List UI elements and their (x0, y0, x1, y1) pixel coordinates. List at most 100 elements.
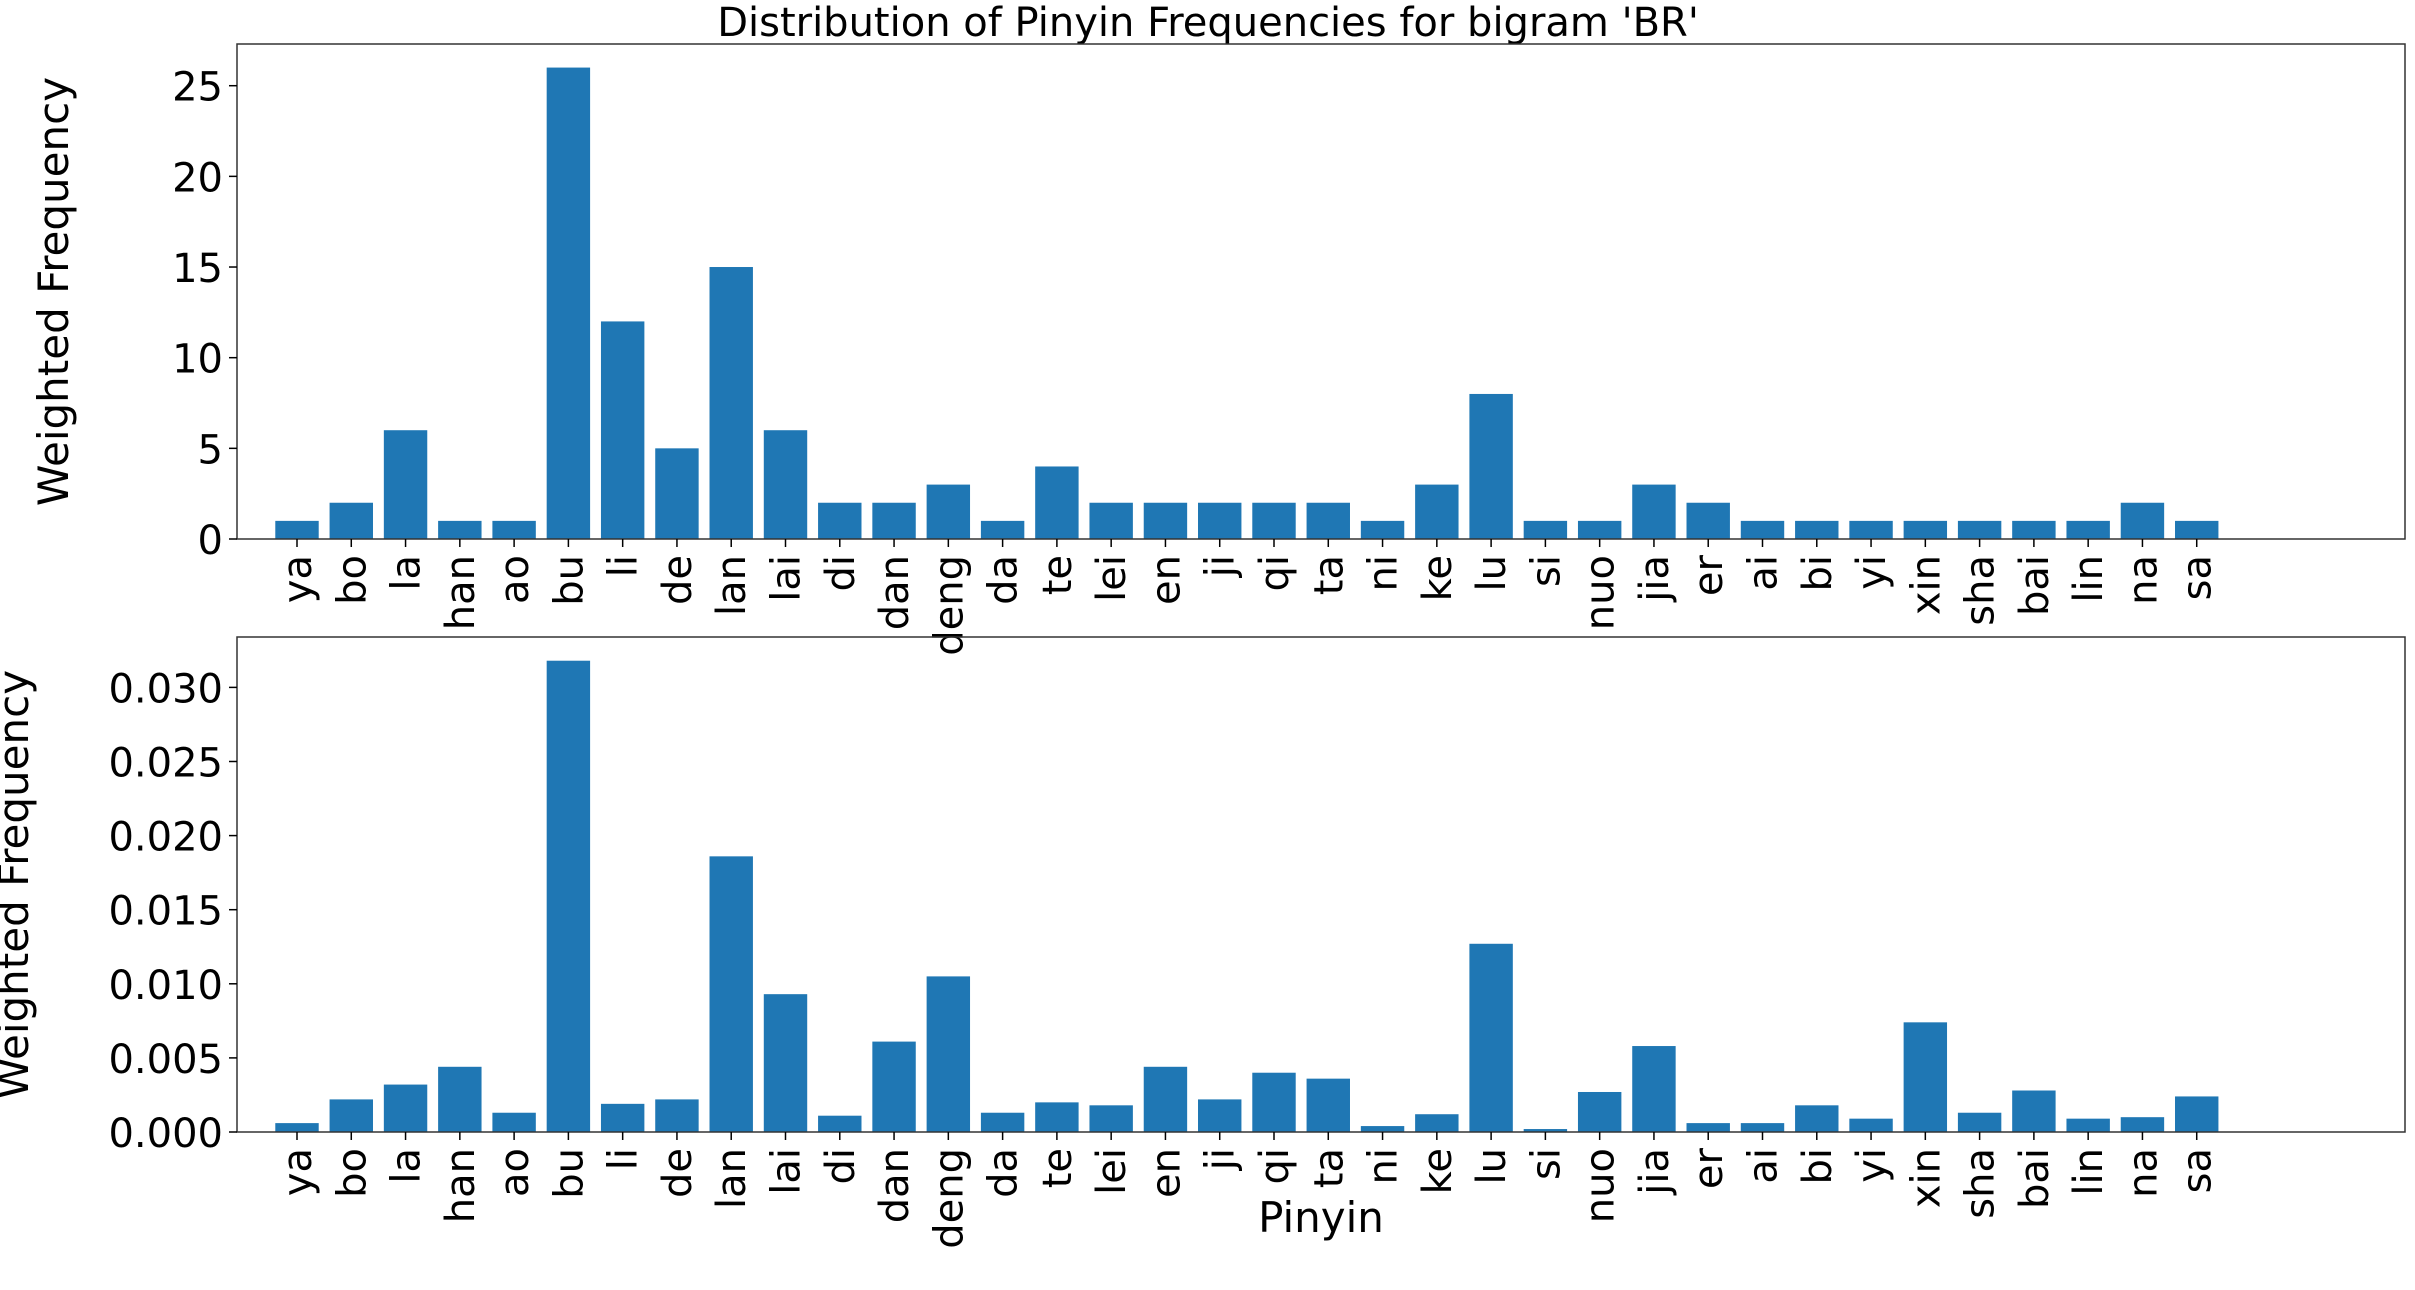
x-tick-label: si (1523, 1148, 1569, 1180)
bar-sha (1957, 1112, 2002, 1132)
bar-lin (2066, 1118, 2110, 1132)
bar-li (600, 321, 645, 539)
bar-bu (546, 660, 591, 1132)
x-tick-label: sha (1958, 1148, 2004, 1219)
x-tick-label: lu (1469, 1148, 1515, 1184)
x-tick-label: yi (1849, 1148, 1895, 1183)
bar-qi (1252, 1072, 1296, 1132)
bar-lan (709, 267, 753, 539)
x-tick-label: han (438, 1148, 484, 1223)
x-tick-label: bo (329, 1148, 375, 1198)
x-tick-label: bi (1795, 555, 1841, 592)
x-axis-label: Pinyin (1258, 1193, 1384, 1242)
x-tick-label: nuo (1578, 1148, 1624, 1223)
bar-si (1523, 1129, 1568, 1132)
x-tick-label: da (981, 1148, 1027, 1198)
x-tick-label: sha (1958, 555, 2004, 626)
bar-ji (1198, 1099, 1242, 1132)
x-tick-label: han (438, 555, 484, 630)
x-tick-label: lei (1089, 1148, 1135, 1195)
bar-bo (329, 1099, 373, 1132)
bar-li (600, 1103, 645, 1132)
bar-ke (1415, 1114, 1459, 1132)
x-tick-label: er (1686, 554, 1732, 596)
x-tick-label: ya (275, 555, 321, 603)
plot-frame (236, 43, 2406, 540)
x-tick-label: bi (1795, 1148, 1841, 1185)
bar-nuo (1577, 1091, 1622, 1132)
bar-la (383, 1084, 428, 1132)
bar-lai (763, 430, 808, 539)
bar-de (655, 1099, 699, 1132)
x-tick-label: te (1035, 1148, 1081, 1188)
y-tick-label: 0.025 (108, 740, 223, 786)
x-tick-label: te (1035, 555, 1081, 595)
bar-han (438, 520, 482, 539)
bar-ya (275, 520, 319, 539)
bar-ji (1198, 502, 1242, 539)
bar-jia (1632, 484, 1676, 539)
bar-da (980, 1112, 1025, 1132)
x-tick-label: qi (1252, 555, 1298, 592)
bar-er (1686, 502, 1730, 539)
x-tick-label: ta (1306, 555, 1352, 595)
x-tick-label: lin (2066, 555, 2112, 603)
x-tick-label: ao (492, 1148, 538, 1197)
bar-ao (492, 520, 536, 539)
y-tick-label: 20 (172, 155, 223, 201)
x-tick-label: nuo (1578, 555, 1624, 630)
x-tick-label: ya (275, 1148, 321, 1196)
x-tick-label: la (384, 555, 430, 591)
x-tick-label: ke (1415, 555, 1461, 601)
bar-da (980, 520, 1025, 539)
x-tick-label: lu (1469, 555, 1515, 591)
bar-te (1035, 1102, 1079, 1132)
bar-sa (2175, 520, 2219, 539)
y-tick-label: 0 (198, 518, 223, 564)
y-axis-label: Weighted Frequency (29, 77, 78, 506)
x-tick-label: ai (1741, 555, 1787, 591)
bar-bu (546, 67, 591, 539)
x-tick-label: ji (1198, 1148, 1244, 1171)
x-tick-label: na (2120, 555, 2166, 605)
x-tick-label: bu (546, 1148, 592, 1199)
bar-ai (1740, 1123, 1785, 1132)
bar-han (438, 1066, 482, 1132)
bar-sa (2175, 1096, 2219, 1132)
x-tick-label: lai (764, 555, 810, 602)
bar-ai (1740, 520, 1785, 539)
x-tick-label: di (818, 1148, 864, 1185)
x-tick-label: xin (1903, 1148, 1949, 1208)
y-tick-label: 15 (172, 246, 223, 292)
x-tick-label: bo (329, 555, 375, 605)
bar-di (818, 502, 862, 539)
x-tick-label: li (601, 555, 647, 577)
top-bar-chart: 0 5 10 15 20 25 ya bo la han ao bu li de lan lai di dan de… (29, 43, 2406, 656)
x-tick-label: qi (1252, 1148, 1298, 1185)
x-tick-label: ai (1741, 1148, 1787, 1184)
bar-lin (2066, 520, 2110, 539)
x-tick-label: na (2120, 1148, 2166, 1198)
bar-en (1143, 1066, 1188, 1132)
bar-bo (329, 502, 373, 539)
x-tick-label: yi (1849, 555, 1895, 590)
bar-lu (1469, 393, 1513, 539)
x-tick-label: si (1523, 555, 1569, 587)
x-tick-label: ji (1198, 555, 1244, 578)
x-tick-label: lai (764, 1148, 810, 1195)
bar-bai (2012, 1090, 2056, 1132)
x-tick-label: er (1686, 1147, 1732, 1189)
x-tick-label: lan (709, 555, 755, 616)
bar-qi (1252, 502, 1296, 539)
x-tick-label: de (655, 555, 701, 605)
x-tick-label: ni (1361, 555, 1407, 591)
bar-bai (2012, 520, 2056, 539)
bar-la (383, 430, 428, 539)
y-tick-label: 0.010 (108, 963, 223, 1009)
chart-title: Distribution of Pinyin Frequencies for b… (717, 0, 1699, 46)
bar-xin (1903, 1022, 1948, 1132)
x-tick-label: bai (2012, 1148, 2058, 1209)
y-tick-label: 25 (172, 65, 223, 111)
